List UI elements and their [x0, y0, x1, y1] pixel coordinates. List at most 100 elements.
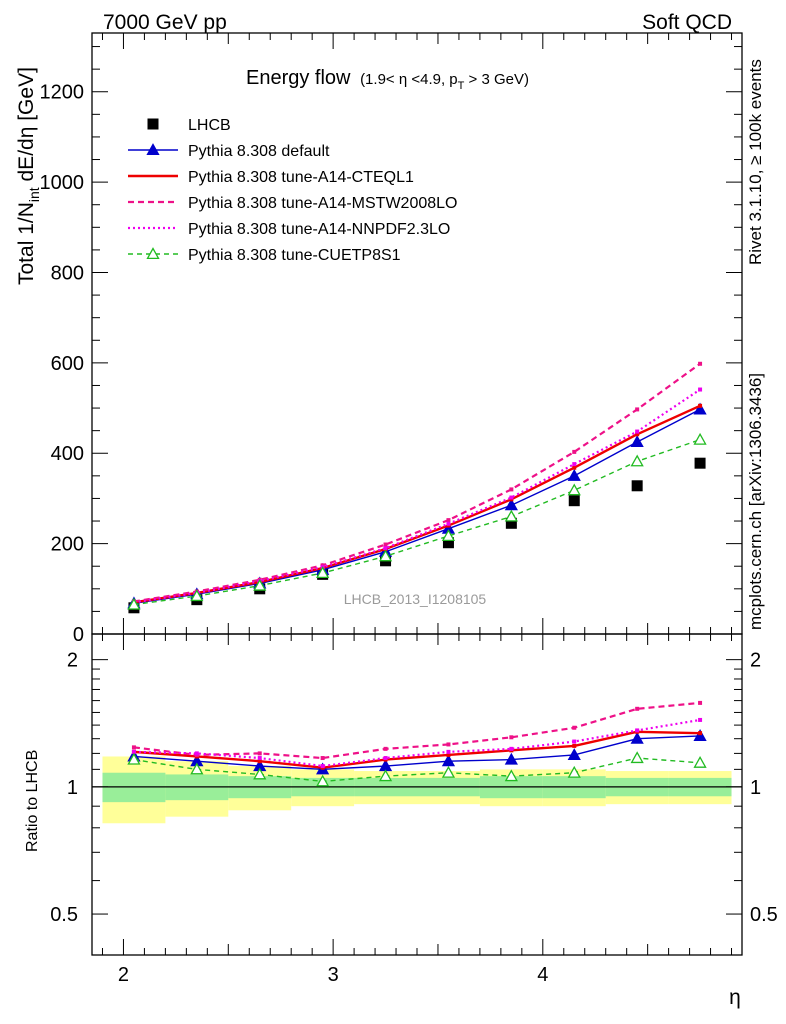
series-point-4 [446, 521, 451, 526]
side-label-mcplots: mcplots.cern.ch [arXiv:1306.3436] [746, 373, 765, 630]
series-line-4 [133, 388, 701, 604]
series-point-3 [635, 407, 640, 412]
ratio-point-3 [446, 742, 451, 747]
series-point-1 [504, 498, 518, 511]
series-point-5 [693, 432, 707, 445]
series-point-4 [509, 495, 514, 500]
ratio-y-tick-label-right: 0.5 [750, 904, 778, 926]
y-tick-label: 400 [51, 443, 84, 465]
series-point-2 [635, 432, 640, 437]
legend-marker-lhcb [147, 118, 159, 130]
ratio-point-1 [504, 752, 518, 765]
legend-label-5: Pythia 8.308 tune-CUETP8S1 [188, 247, 401, 264]
series-point-5 [127, 597, 141, 610]
ratio-point-3 [509, 735, 514, 740]
header-right: Soft QCD [642, 11, 732, 34]
series-line-3 [133, 362, 701, 603]
x-axis-label: η [729, 986, 741, 1009]
series-point-5 [441, 529, 456, 541]
y-axis-label-sub: int [26, 187, 42, 202]
ratio-line-2 [133, 730, 701, 769]
ratio-point-5 [504, 769, 518, 782]
series-point-4 [572, 462, 577, 467]
data-point-lhcb [631, 480, 643, 492]
series-line-1 [133, 408, 701, 604]
ratio-point-5 [127, 752, 141, 765]
legend: LHCB Pythia 8.308 default Pythia 8.308 tun… [128, 117, 457, 264]
plot-title-cut: (1.9< η <4.9, p [360, 71, 458, 88]
ratio-point-1 [441, 754, 456, 767]
ratio-point-5 [378, 769, 393, 782]
y-tick-label: 800 [51, 262, 84, 284]
x-tick-label: 4 [537, 964, 548, 986]
y-axis-label-main: Total 1/N [15, 202, 38, 285]
ratio-point-4 [446, 749, 451, 754]
legend-label-3: Pythia 8.308 tune-A14-MSTW2008LO [188, 195, 457, 212]
ratio-point-1 [630, 731, 644, 744]
legend-marker-1 [146, 143, 160, 156]
ratio-y-tick-label-right: 2 [750, 650, 761, 672]
series-point-5 [567, 483, 581, 496]
ratio-point-3 [320, 756, 325, 761]
ratio-point-2 [572, 743, 577, 748]
header-left: 7000 GeV pp [103, 11, 227, 34]
ratio-y-tick-label: 1 [67, 777, 78, 799]
ratio-point-4 [320, 764, 325, 769]
ratio-point-4 [572, 739, 577, 744]
series-point-3 [383, 542, 388, 547]
ratio-frame [91, 633, 743, 956]
ratio-point-4 [509, 746, 514, 751]
ratio-point-4 [194, 751, 199, 756]
plot-title-cut-sub: T [458, 80, 465, 92]
series-point-5 [253, 578, 267, 591]
y-axis-label-end: dE/dη [GeV] [15, 67, 38, 187]
series-point-3 [698, 361, 703, 366]
series-point-5 [190, 589, 204, 602]
ratio-point-3 [131, 745, 136, 750]
series-point-5 [504, 509, 518, 522]
series-point-1 [693, 402, 707, 415]
ratio-point-2 [257, 759, 262, 764]
ratio-point-5 [253, 767, 267, 780]
ratio-point-3 [698, 700, 703, 705]
ratio-point-3 [383, 746, 388, 751]
ratio-point-4 [257, 756, 262, 761]
ratio-y-axis-label: Ratio to LHCB [24, 750, 41, 852]
series-point-3 [572, 449, 577, 454]
ratio-point-3 [257, 751, 262, 756]
ratio-point-4 [698, 717, 703, 722]
ratio-point-4 [635, 728, 640, 733]
series-point-4 [698, 387, 703, 392]
ratio-point-5 [441, 765, 456, 778]
y-tick-label: 0 [73, 624, 84, 646]
series-point-5 [316, 566, 330, 579]
ratio-point-1 [693, 729, 707, 741]
series-point-5 [378, 549, 393, 562]
series-point-3 [446, 518, 451, 523]
ratio-point-3 [635, 706, 640, 711]
legend-label-0: LHCB [188, 117, 231, 134]
series-point-2 [572, 465, 577, 470]
ratio-line-1 [133, 735, 701, 771]
ratio-line-3 [133, 701, 701, 760]
ratio-point-2 [698, 731, 703, 736]
series-point-5 [630, 454, 644, 467]
legend-marker-5 [146, 247, 160, 260]
y-tick-label: 1200 [40, 82, 85, 104]
ratio-point-5 [567, 765, 581, 778]
x-tick-label: 3 [328, 964, 339, 986]
x-tick-label: 2 [118, 964, 129, 986]
legend-label-4: Pythia 8.308 tune-A14-NNPDF2.3LO [188, 221, 450, 238]
legend-label-1: Pythia 8.308 default [188, 143, 330, 160]
data-point-lhcb [442, 537, 454, 549]
ratio-point-2 [446, 752, 451, 757]
plot-title-cut-end: > 3 GeV) [464, 71, 529, 88]
main-plot-panel: 0 200 400 600 800 1000 1200 [40, 32, 743, 955]
data-point-lhcb [505, 517, 517, 529]
y-tick-label: 200 [51, 534, 84, 556]
y-tick-label: 600 [51, 353, 84, 375]
ratio-point-5 [316, 774, 330, 787]
series-line-2 [133, 404, 701, 604]
series-point-4 [383, 546, 388, 551]
ratio-point-4 [131, 749, 136, 754]
